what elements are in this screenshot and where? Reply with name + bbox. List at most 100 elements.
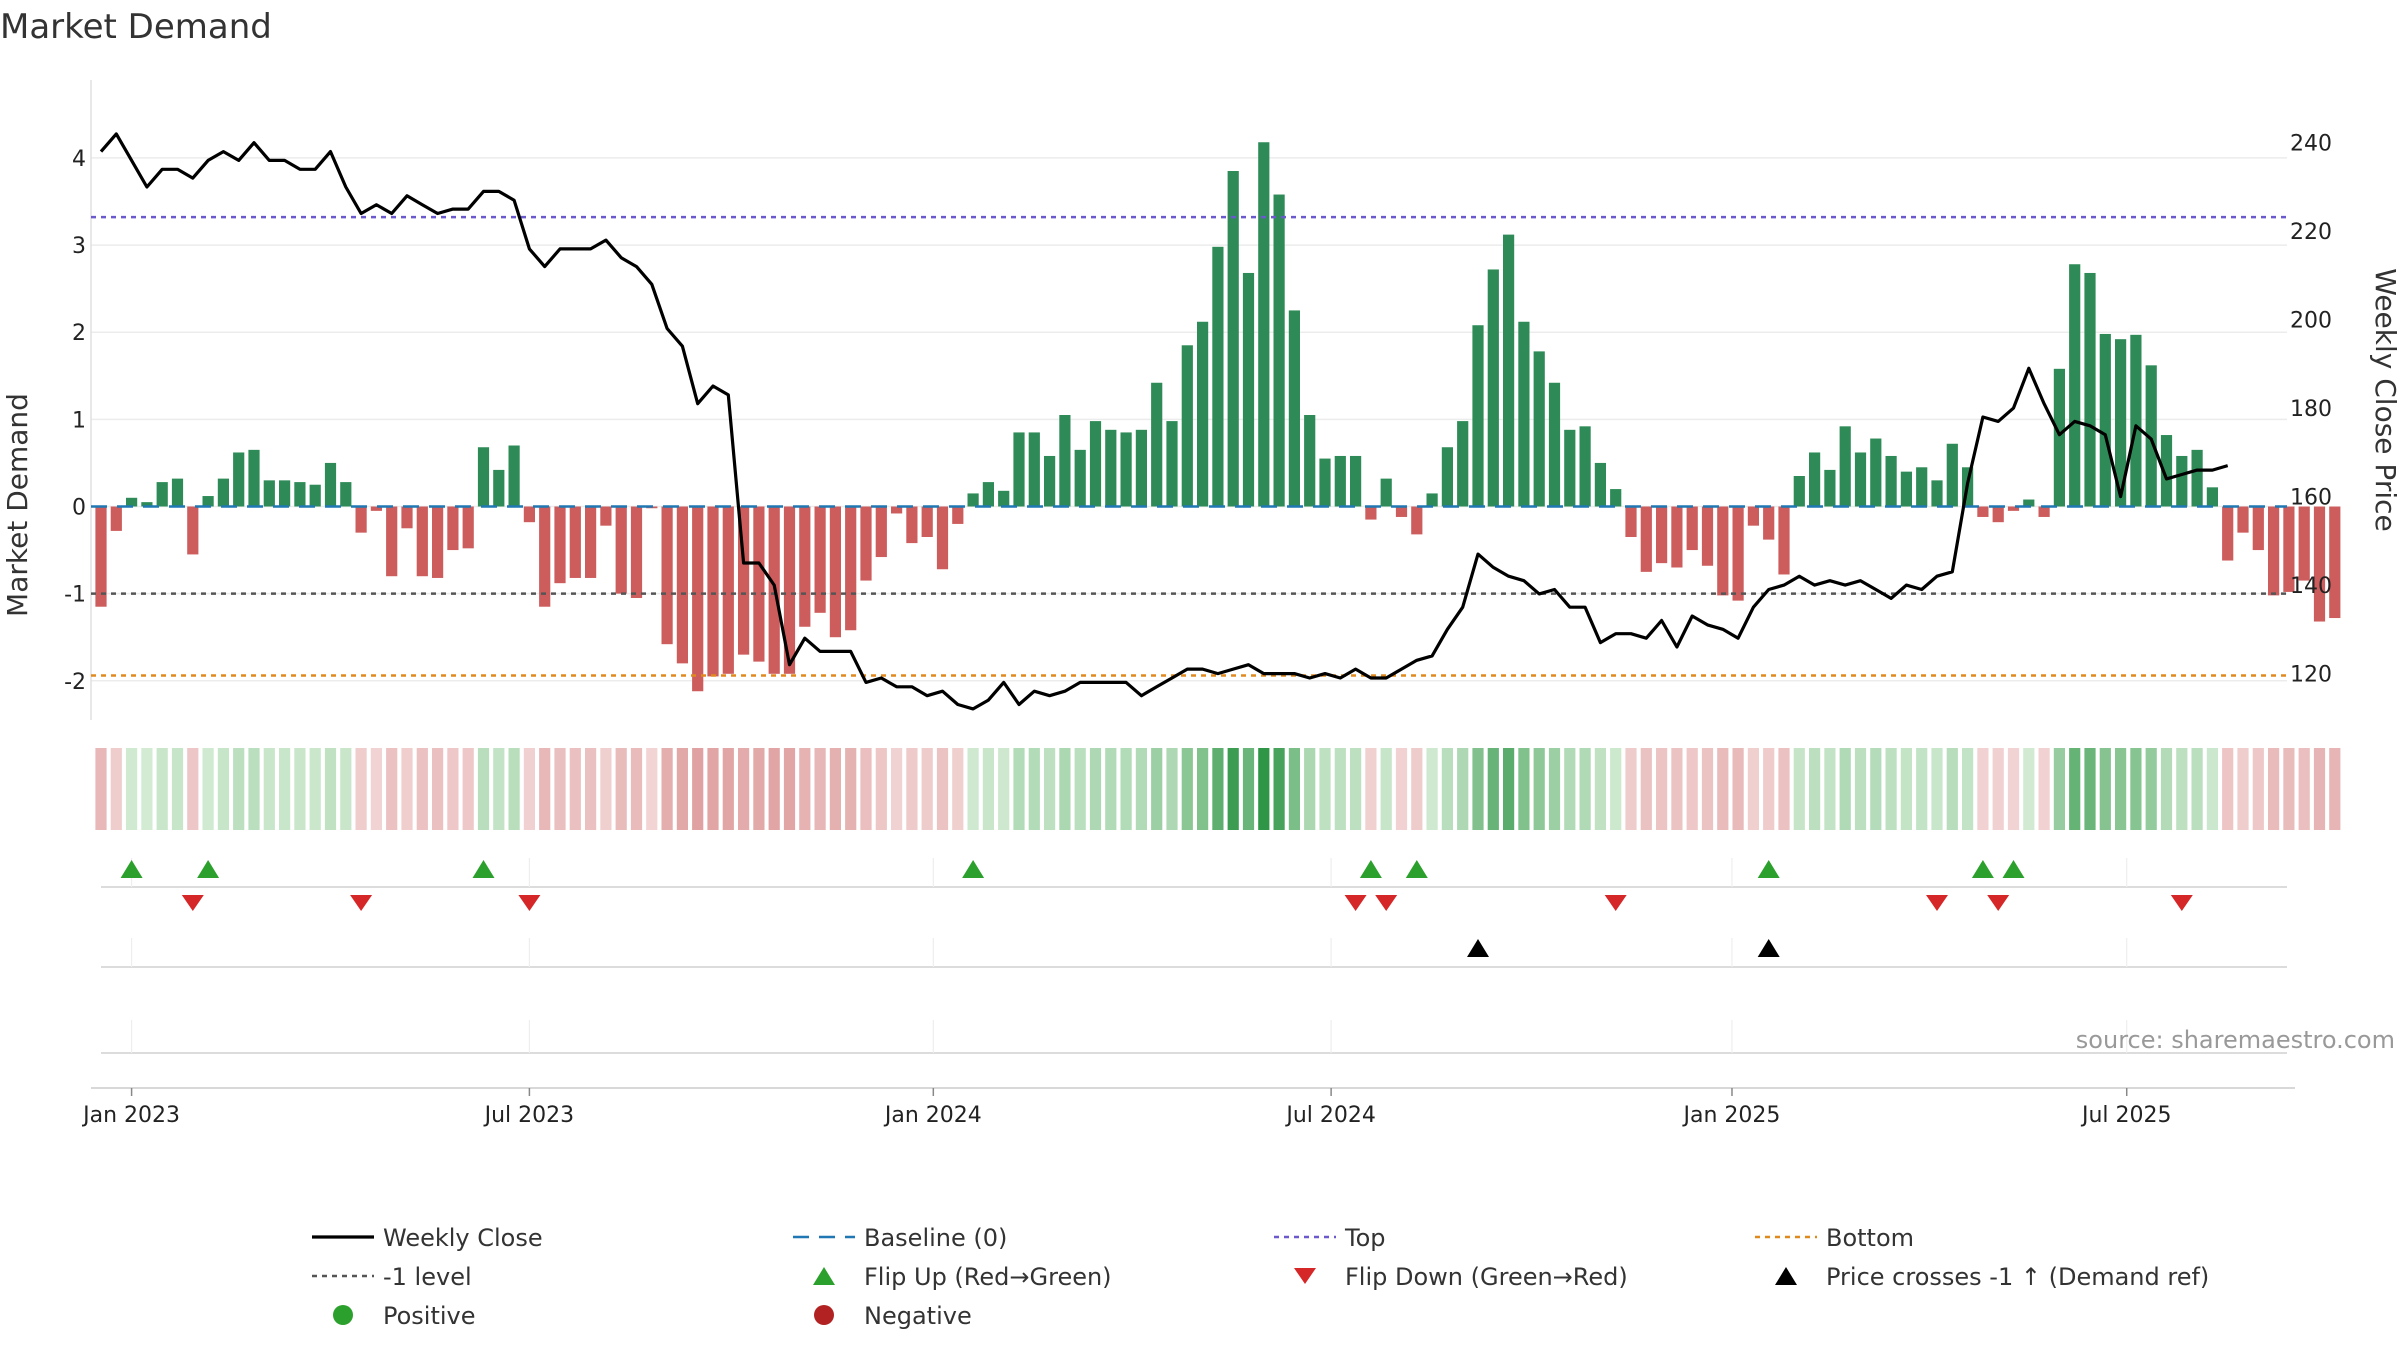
demand-bar-100 bbox=[1610, 489, 1622, 507]
demand-bar-137 bbox=[2176, 455, 2188, 507]
legend-swatch bbox=[813, 1267, 835, 1285]
demand-bar-142 bbox=[2252, 506, 2264, 551]
demand-bar-125 bbox=[1992, 506, 2004, 523]
price-series bbox=[99, 132, 2229, 711]
demand-bar-47 bbox=[799, 506, 811, 627]
demand-bar-31 bbox=[554, 506, 566, 584]
heat-cell-82 bbox=[1334, 748, 1346, 830]
heat-cell-89 bbox=[1441, 748, 1453, 830]
heat-cell-10 bbox=[233, 748, 245, 830]
heat-cell-45 bbox=[768, 748, 780, 830]
demand-bar-43 bbox=[738, 506, 750, 655]
heat-cell-112 bbox=[1793, 748, 1805, 830]
legend-label: Positive bbox=[383, 1302, 476, 1330]
heat-cell-12 bbox=[263, 748, 275, 830]
demand-bar-33 bbox=[585, 506, 597, 578]
legend-swatch bbox=[333, 1305, 353, 1325]
demand-bar-21 bbox=[401, 506, 413, 529]
heat-cell-138 bbox=[2191, 748, 2203, 830]
heat-cell-69 bbox=[1135, 748, 1147, 830]
demand-bar-133 bbox=[2115, 339, 2127, 507]
y-tick-left: 3 bbox=[72, 234, 86, 259]
y-tick-right: 140 bbox=[2290, 574, 2332, 599]
legend: Weekly Close Baseline (0) Top Bottom -1 leve… bbox=[312, 1224, 2209, 1330]
demand-bar-74 bbox=[1212, 246, 1224, 507]
demand-bar-107 bbox=[1717, 506, 1729, 596]
heat-cell-87 bbox=[1411, 748, 1423, 830]
demand-bar-111 bbox=[1778, 506, 1790, 575]
demand-bar-97 bbox=[1564, 429, 1576, 507]
right-axis-ticks: 120 140 160 180 200 220 240 bbox=[2290, 132, 2332, 688]
demand-bar-135 bbox=[2145, 365, 2157, 507]
demand-bar-4 bbox=[141, 502, 153, 507]
heat-cell-66 bbox=[1089, 748, 1102, 830]
demand-bar-98 bbox=[1579, 426, 1591, 507]
y-tick-right: 220 bbox=[2290, 220, 2332, 245]
demand-bar-138 bbox=[2191, 449, 2203, 507]
y-tick-right: 180 bbox=[2290, 397, 2332, 422]
heat-cell-27 bbox=[493, 748, 505, 830]
demand-bar-144 bbox=[2283, 506, 2295, 592]
x-tick-label: Jul 2025 bbox=[2080, 1103, 2172, 1128]
demand-bar-76 bbox=[1242, 272, 1255, 507]
flip-up-marker bbox=[1971, 860, 1994, 878]
demand-bar-81 bbox=[1319, 458, 1331, 507]
demand-bar-121 bbox=[1931, 480, 1943, 507]
heat-cell-17 bbox=[340, 748, 352, 830]
heat-cell-92 bbox=[1487, 748, 1499, 830]
y-axis-label-left: Market Demand bbox=[1, 393, 34, 617]
heat-cell-145 bbox=[2298, 748, 2310, 830]
heat-cell-114 bbox=[1824, 748, 1836, 830]
demand-bar-91 bbox=[1472, 325, 1484, 507]
heat-cell-126 bbox=[2007, 748, 2020, 830]
heat-cell-35 bbox=[615, 748, 627, 830]
heat-cell-131 bbox=[2084, 748, 2096, 830]
demand-bar-113 bbox=[1809, 452, 1821, 507]
demand-bar-54 bbox=[906, 506, 918, 544]
heat-cell-16 bbox=[324, 748, 337, 830]
heat-cell-133 bbox=[2115, 748, 2127, 830]
demand-bar-143 bbox=[2268, 506, 2280, 596]
flip-down-marker bbox=[1604, 895, 1627, 911]
demand-bar-124 bbox=[1977, 506, 1989, 517]
heat-cell-46 bbox=[783, 748, 796, 830]
heat-cell-135 bbox=[2145, 748, 2157, 830]
heat-cell-71 bbox=[1166, 748, 1178, 830]
heat-cell-122 bbox=[1946, 748, 1958, 830]
heat-cell-57 bbox=[952, 748, 964, 830]
heat-cell-76 bbox=[1242, 748, 1255, 830]
heat-cell-115 bbox=[1839, 748, 1851, 830]
heat-cell-139 bbox=[2206, 748, 2218, 830]
demand-bar-87 bbox=[1411, 506, 1423, 535]
heat-cell-74 bbox=[1212, 748, 1224, 830]
heat-cell-22 bbox=[416, 748, 428, 830]
demand-bar-122 bbox=[1946, 443, 1958, 507]
heat-cell-108 bbox=[1732, 748, 1744, 830]
demand-bar-75 bbox=[1227, 171, 1239, 507]
demand-bar-48 bbox=[814, 506, 826, 613]
heat-cell-77 bbox=[1258, 748, 1270, 830]
heat-cell-147 bbox=[2329, 748, 2341, 830]
legend-swatch bbox=[814, 1305, 834, 1325]
y-tick-right: 240 bbox=[2290, 132, 2332, 157]
heat-cell-104 bbox=[1671, 748, 1683, 830]
demand-bar-96 bbox=[1548, 382, 1561, 507]
demand-bar-129 bbox=[2053, 368, 2065, 507]
heat-cell-93 bbox=[1503, 748, 1515, 830]
demand-bar-20 bbox=[386, 506, 398, 577]
legend-label: -1 level bbox=[383, 1263, 472, 1291]
heat-cell-109 bbox=[1747, 748, 1759, 830]
demand-bar-128 bbox=[2038, 506, 2050, 517]
y-axis-label-right: Weekly Close Price bbox=[2369, 268, 2400, 531]
heat-cell-61 bbox=[1013, 748, 1025, 830]
demand-bar-30 bbox=[539, 506, 551, 607]
price-cross-marker bbox=[1757, 939, 1780, 957]
demand-bar-14 bbox=[294, 482, 306, 507]
heat-cell-144 bbox=[2283, 748, 2295, 830]
heat-cell-42 bbox=[722, 748, 734, 830]
heat-cell-8 bbox=[202, 748, 214, 830]
demand-bar-3 bbox=[126, 497, 138, 507]
heat-cell-90 bbox=[1457, 748, 1469, 830]
heat-cell-124 bbox=[1977, 748, 1989, 830]
demand-bar-106 bbox=[1701, 506, 1714, 566]
